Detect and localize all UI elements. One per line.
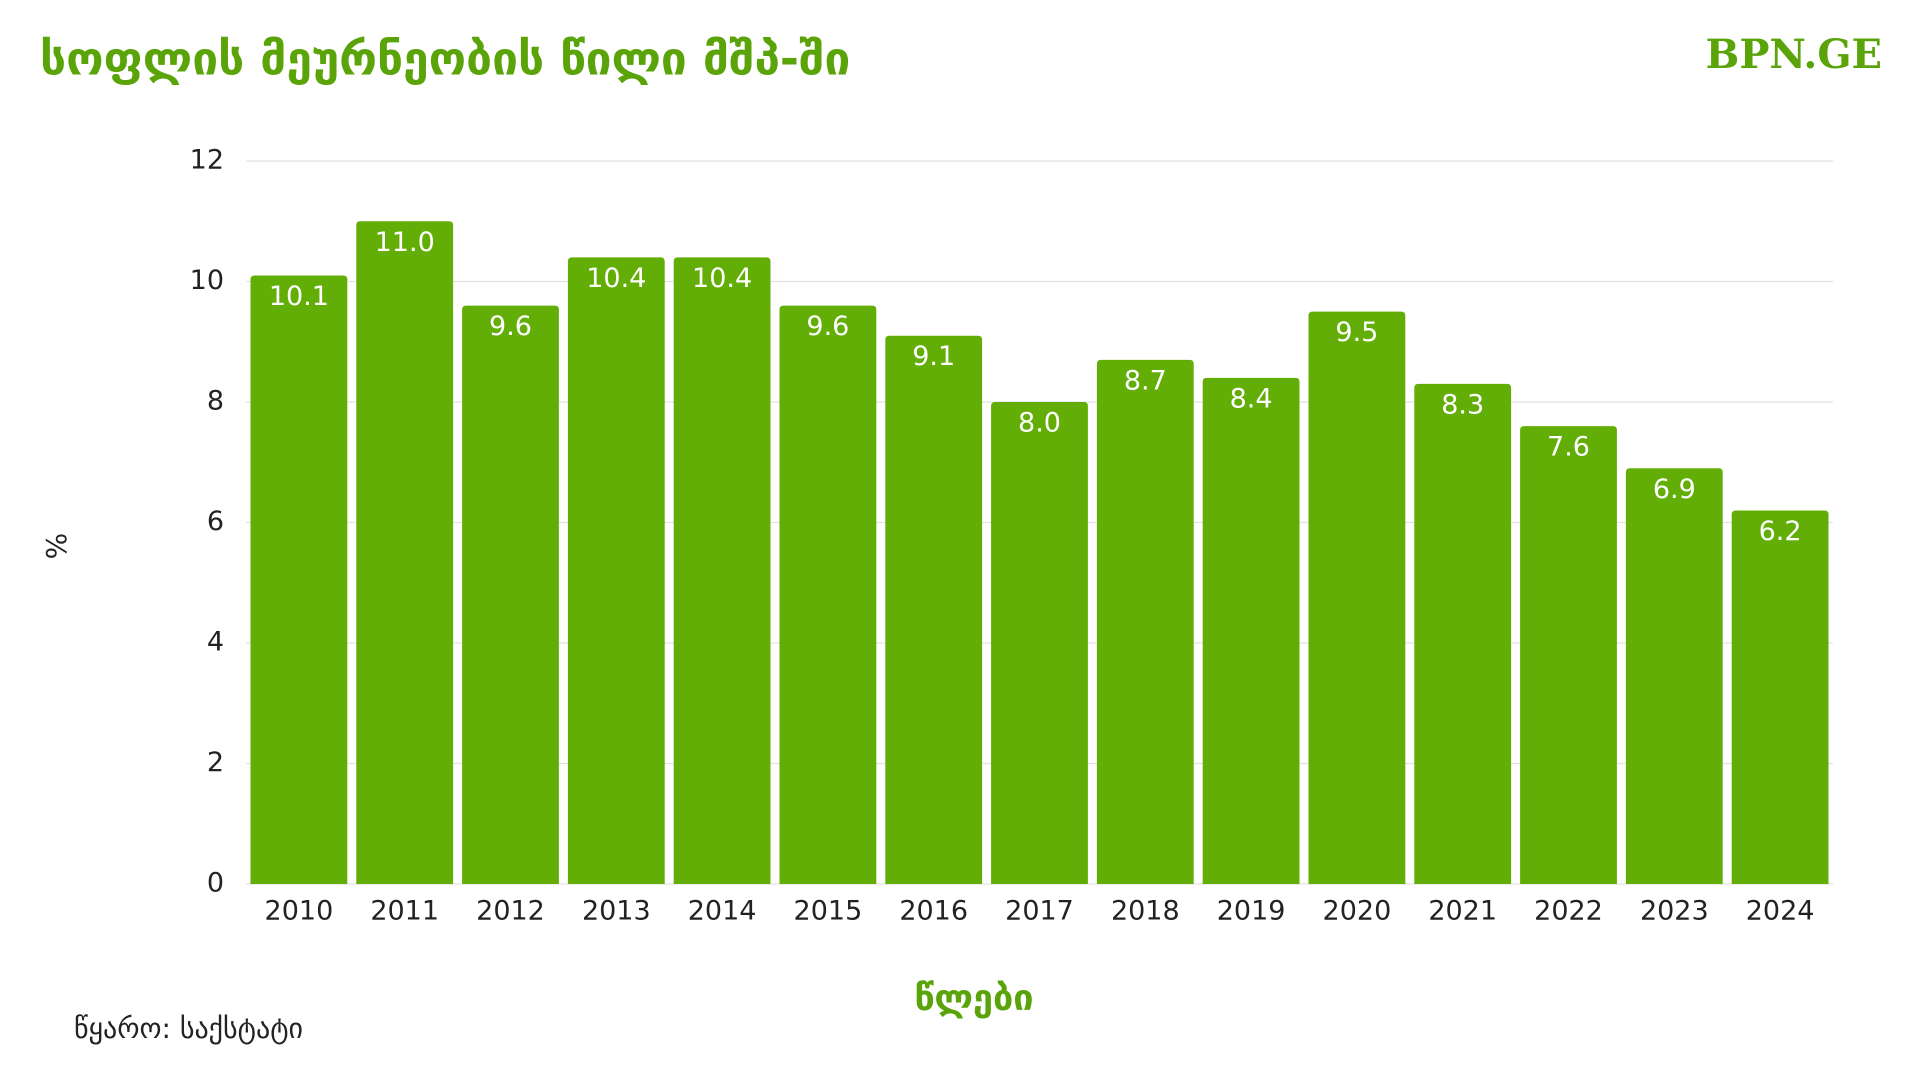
- bar: [1414, 383, 1512, 884]
- y-axis-label: %: [40, 533, 73, 560]
- x-axis-label: წლები: [914, 978, 1033, 1019]
- value-label: 11.0: [375, 227, 435, 258]
- value-label: 10.1: [269, 281, 329, 312]
- bar: [356, 221, 454, 884]
- y-tick-label: 0: [207, 868, 224, 899]
- value-label: 10.4: [692, 263, 752, 294]
- y-tick-label: 4: [207, 627, 224, 658]
- bar: [1202, 377, 1300, 884]
- source: წყარო: საქსტატი: [74, 1012, 303, 1045]
- brand: BPN.GE: [1706, 31, 1882, 78]
- x-tick-label: 2024: [1746, 896, 1815, 927]
- bar: [1625, 468, 1723, 884]
- value-label: 6.2: [1759, 516, 1802, 547]
- bar: [1096, 359, 1194, 884]
- bar: [1520, 426, 1617, 884]
- value-label: 9.5: [1335, 317, 1378, 348]
- value-label: 8.0: [1018, 408, 1061, 439]
- x-tick-label: 2017: [1005, 896, 1074, 927]
- value-label: 8.7: [1124, 365, 1167, 396]
- bar: [462, 305, 559, 885]
- y-tick-label: 6: [207, 506, 224, 537]
- bar: [250, 275, 348, 885]
- x-tick-label: 2010: [265, 896, 334, 927]
- bar: [885, 335, 983, 885]
- x-tick-label: 2018: [1111, 896, 1180, 927]
- value-label: 8.4: [1230, 383, 1273, 414]
- x-tick-label: 2016: [899, 896, 968, 927]
- value-label: 9.6: [489, 311, 532, 342]
- bar: [779, 305, 877, 885]
- bar: [1731, 510, 1829, 884]
- chart-title: სოფლის მეურნეობის წილი მშპ-ში: [40, 32, 850, 86]
- bar: [567, 257, 665, 884]
- value-label: 10.4: [586, 263, 646, 294]
- x-tick-label: 2013: [582, 896, 651, 927]
- value-label: 6.9: [1653, 474, 1696, 505]
- x-tick-label: 2014: [688, 896, 757, 927]
- x-tick-label: 2021: [1428, 896, 1497, 927]
- bar: [673, 257, 771, 884]
- x-tick-label: 2023: [1640, 896, 1709, 927]
- value-label: 9.6: [806, 311, 849, 342]
- y-tick-label: 12: [190, 145, 224, 176]
- x-tick-label: 2012: [476, 896, 545, 927]
- value-label: 7.6: [1547, 432, 1590, 463]
- y-tick-label: 10: [190, 265, 224, 296]
- x-tick-label: 2022: [1534, 896, 1603, 927]
- y-tick-label: 2: [207, 747, 224, 778]
- bar: [1308, 311, 1406, 884]
- bar: [991, 402, 1088, 884]
- x-tick-label: 2019: [1217, 896, 1286, 927]
- y-tick-label: 8: [207, 386, 224, 417]
- value-label: 8.3: [1441, 389, 1484, 420]
- x-tick-label: 2011: [370, 896, 439, 927]
- x-tick-label: 2020: [1323, 896, 1392, 927]
- x-tick-label: 2015: [794, 896, 863, 927]
- value-label: 9.1: [912, 341, 955, 372]
